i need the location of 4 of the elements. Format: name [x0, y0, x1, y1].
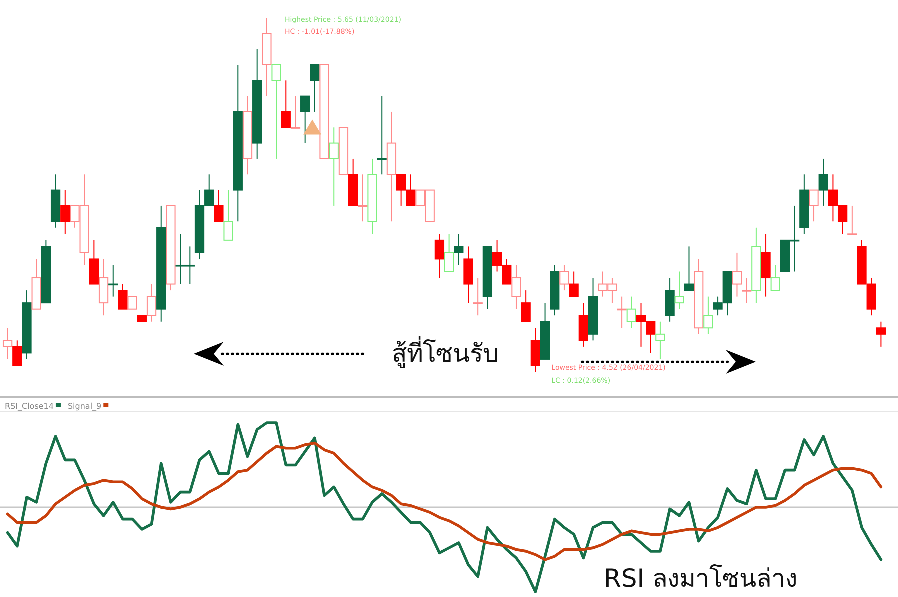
annotation: สู้ที่โซนรับ: [392, 336, 499, 369]
legend-label: RSI_Close14: [5, 402, 54, 411]
annotation: RSI ลงมาโซนล่าง: [604, 564, 798, 593]
legend-label: Signal_9: [68, 402, 102, 411]
